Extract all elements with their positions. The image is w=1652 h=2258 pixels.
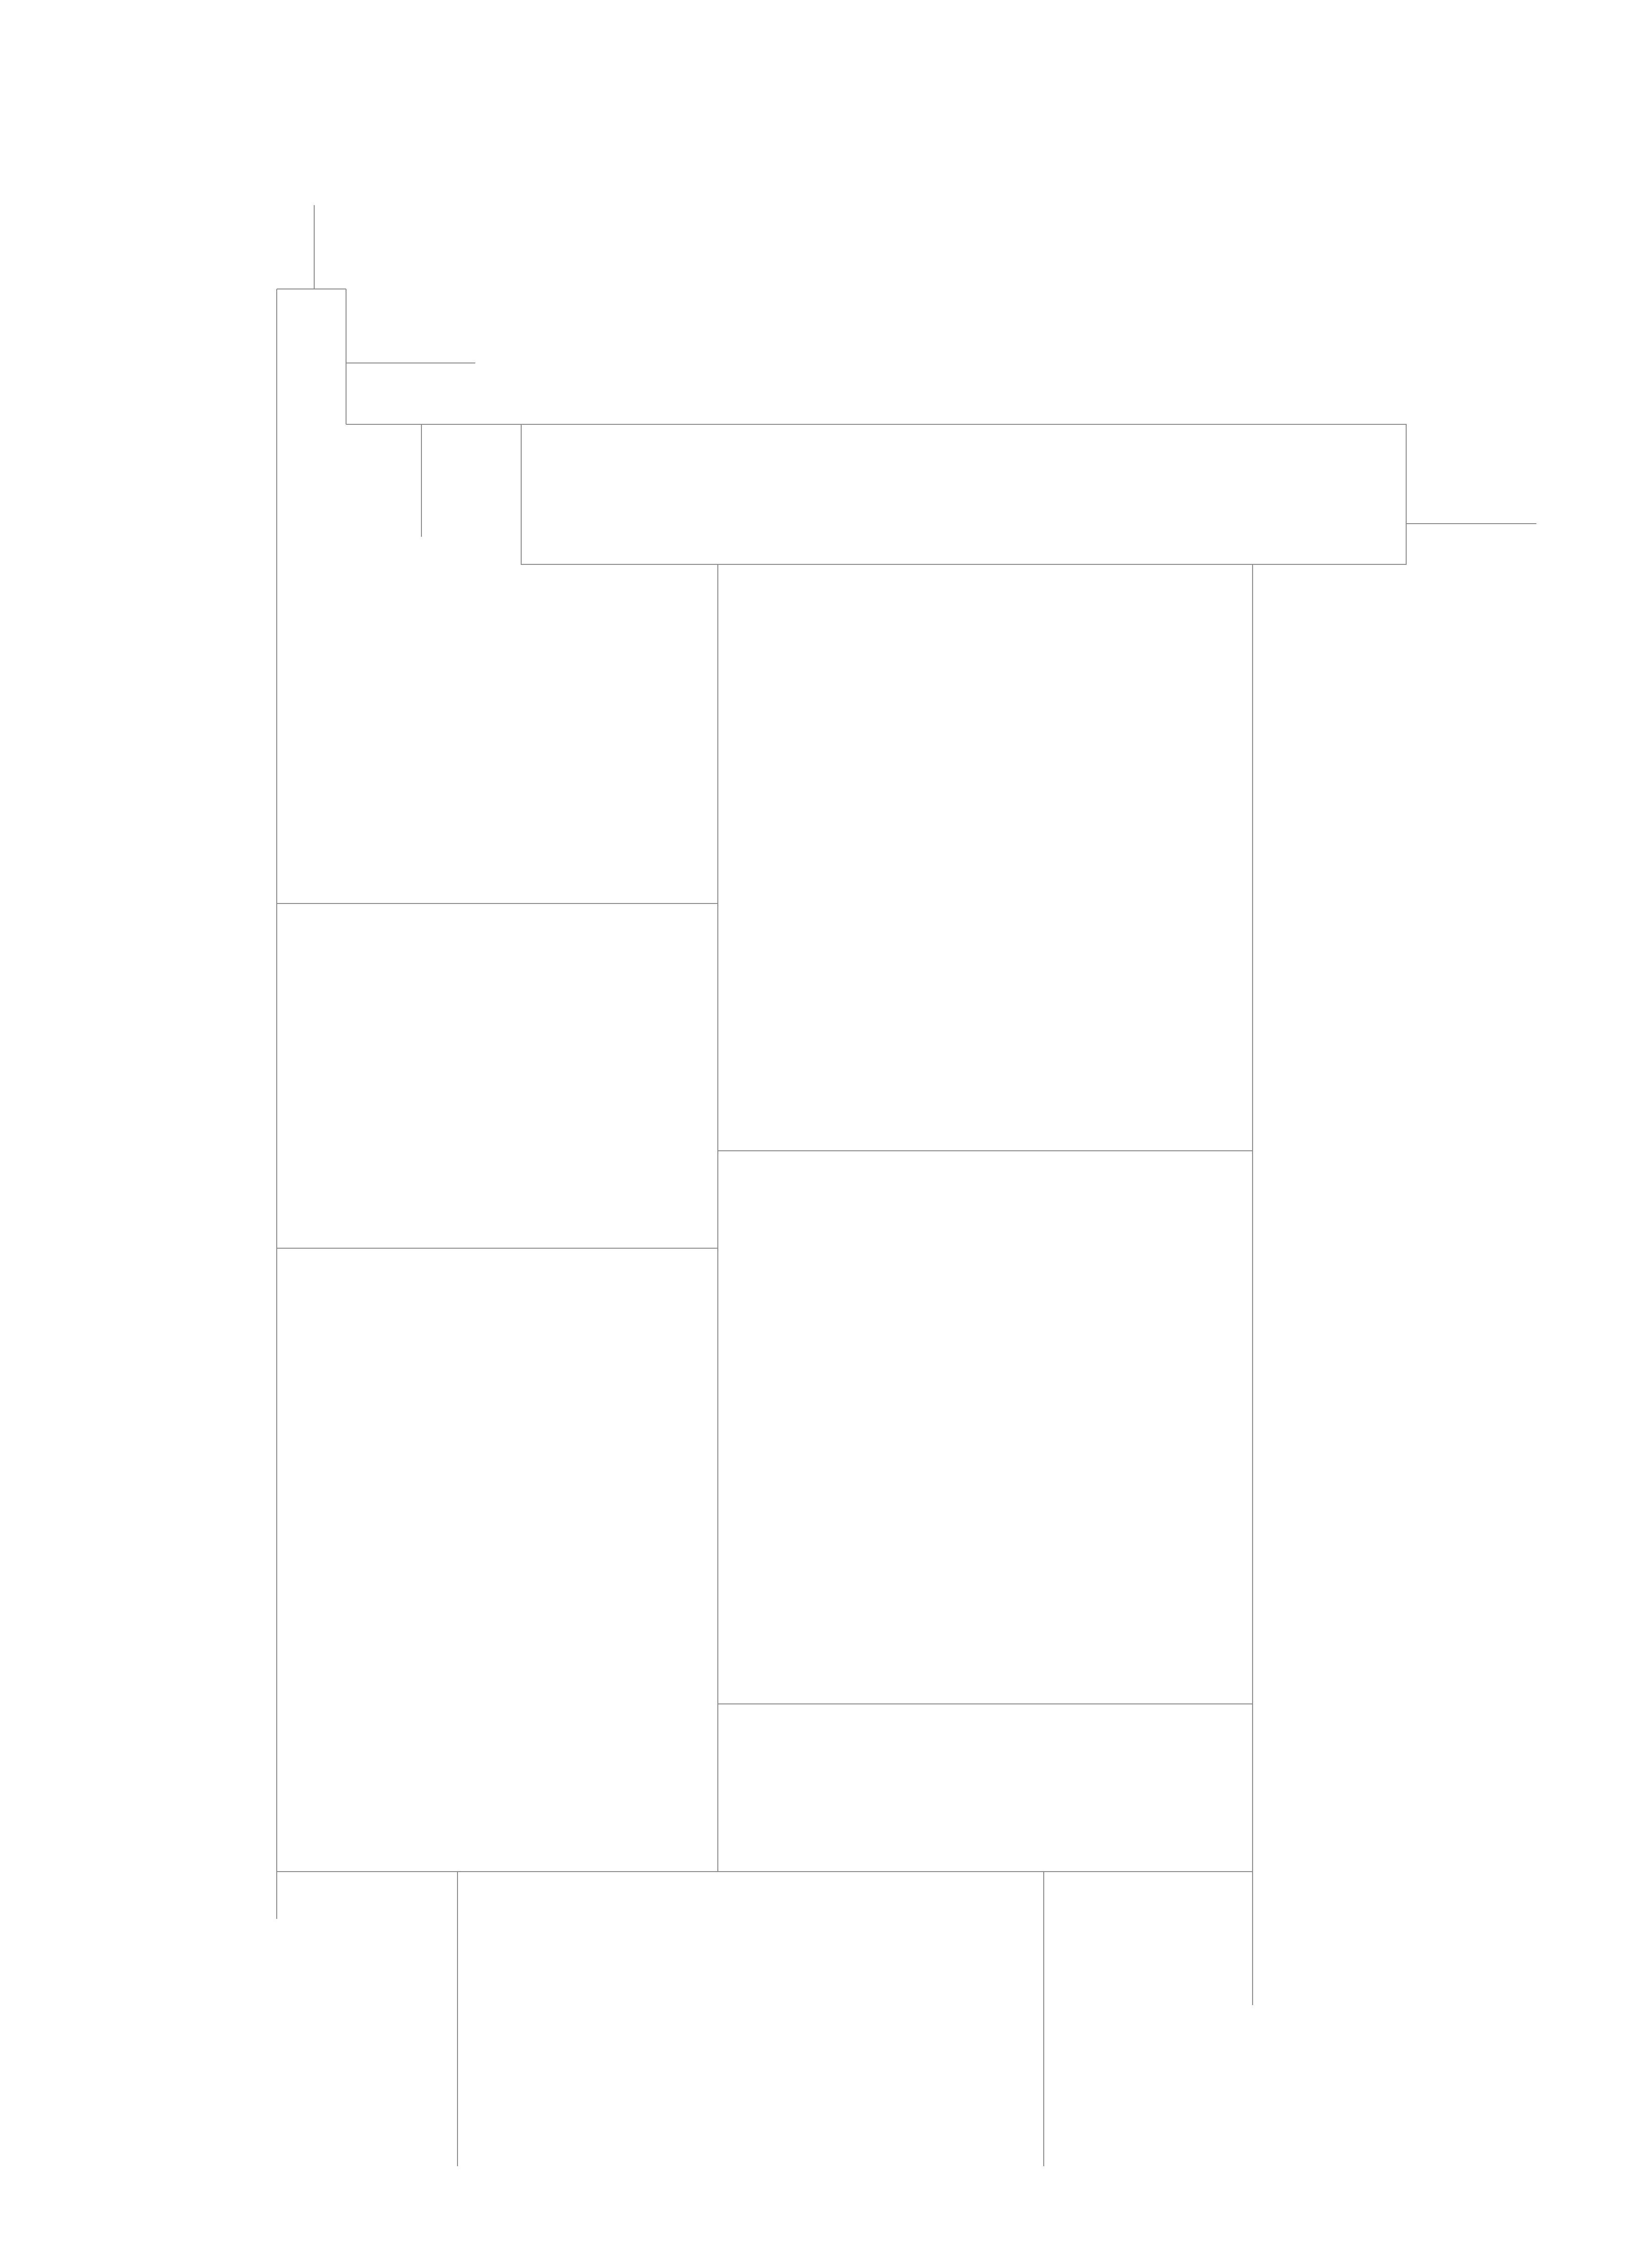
header-box [520,423,1407,565]
